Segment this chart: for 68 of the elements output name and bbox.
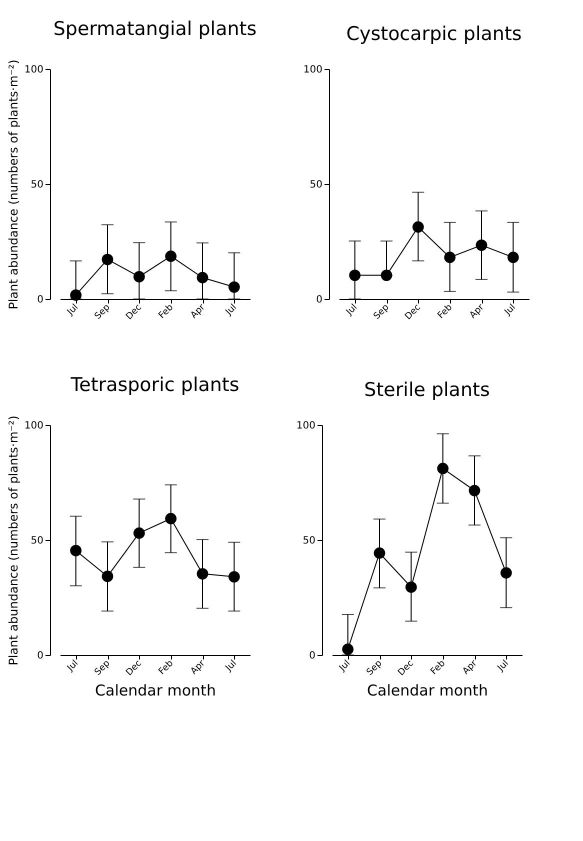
x-tick-label: Jul bbox=[337, 658, 353, 674]
point bbox=[165, 512, 177, 524]
x-tick-label: Dec bbox=[124, 658, 144, 678]
y-tick-label: 50 bbox=[30, 180, 44, 190]
x-tick-label: Feb bbox=[436, 302, 455, 322]
x-tick-label: Apr bbox=[189, 302, 208, 321]
y-tick-label: 0 bbox=[37, 294, 44, 306]
x-tick-label: Feb bbox=[157, 658, 176, 678]
x-axis-title: Calendar month bbox=[95, 681, 216, 700]
y-tick-label: 100 bbox=[24, 64, 44, 76]
y-tick-label: 100 bbox=[24, 420, 44, 432]
point bbox=[349, 270, 361, 281]
x-tick-label: Feb bbox=[429, 658, 448, 678]
point bbox=[70, 289, 82, 301]
point bbox=[476, 239, 488, 251]
point bbox=[412, 221, 424, 233]
point bbox=[165, 250, 177, 262]
point bbox=[228, 281, 240, 293]
point bbox=[500, 567, 512, 579]
point bbox=[437, 462, 449, 474]
y-axis-title: Plant abundance (numbers of plants·m⁻²) bbox=[6, 416, 20, 666]
y-tick-label: 50 bbox=[310, 180, 322, 190]
x-tick-label: Jul bbox=[344, 302, 360, 318]
y-tick-label: 0 bbox=[309, 650, 316, 662]
point bbox=[380, 270, 392, 281]
x-tick-label: Dec bbox=[404, 302, 423, 322]
point bbox=[342, 644, 354, 655]
x-tick-label: Jul bbox=[65, 658, 81, 674]
point bbox=[196, 272, 208, 284]
point bbox=[228, 571, 240, 582]
x-tick-label: Jul bbox=[495, 658, 511, 674]
x-tick-label: Jul bbox=[223, 302, 239, 318]
point bbox=[374, 547, 386, 559]
x-tick-label: Apr bbox=[468, 302, 486, 321]
point bbox=[468, 484, 480, 496]
x-tick-label: Jul bbox=[65, 302, 81, 318]
y-axis-title: Plant abundance (numbers of plants·m⁻²) bbox=[6, 60, 20, 310]
x-tick-label: Dec bbox=[396, 658, 416, 678]
chart-title: Cystocarpic plants bbox=[346, 23, 522, 45]
point bbox=[444, 252, 456, 264]
chart-title: Sterile plants bbox=[364, 379, 490, 401]
y-tick-label: 100 bbox=[303, 64, 322, 76]
point bbox=[133, 271, 145, 282]
x-tick-label: Sep bbox=[372, 302, 392, 322]
chart-title: Spermatangial plants bbox=[53, 18, 257, 40]
point bbox=[133, 527, 145, 539]
point bbox=[196, 568, 208, 580]
x-tick-label: Sep bbox=[93, 658, 112, 678]
x-tick-label: Sep bbox=[93, 302, 112, 322]
x-tick-label: Feb bbox=[157, 302, 176, 322]
point bbox=[102, 570, 114, 582]
x-tick-label: Apr bbox=[461, 658, 480, 677]
x-tick-label: Apr bbox=[189, 658, 208, 677]
point bbox=[70, 544, 82, 556]
y-tick-label: 50 bbox=[302, 536, 316, 546]
y-tick-label: 0 bbox=[37, 650, 44, 662]
y-tick-label: 50 bbox=[30, 536, 44, 546]
chart-title: Tetrasporic plants bbox=[70, 374, 240, 396]
y-tick-label: 0 bbox=[316, 294, 322, 306]
point bbox=[507, 252, 519, 264]
x-tick-label: Sep bbox=[365, 658, 384, 678]
point bbox=[102, 254, 114, 266]
x-tick-label: Dec bbox=[124, 302, 144, 322]
x-tick-label: Jul bbox=[502, 302, 518, 318]
point bbox=[405, 581, 417, 593]
x-tick-label: Jul bbox=[223, 658, 239, 674]
y-tick-label: 100 bbox=[296, 420, 316, 432]
x-axis-title: Calendar month bbox=[367, 681, 488, 700]
